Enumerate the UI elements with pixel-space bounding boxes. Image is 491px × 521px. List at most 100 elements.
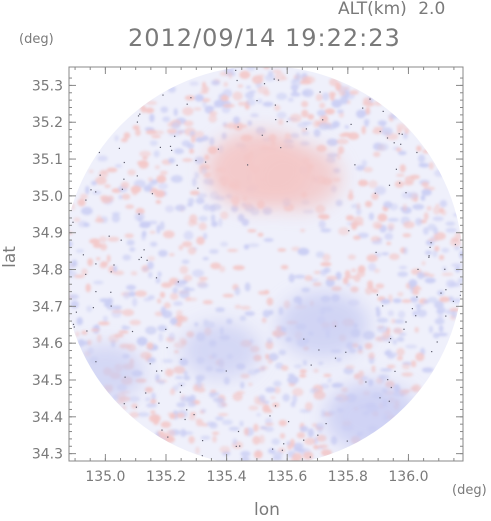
noise-dot [317, 434, 319, 436]
speckle-positive [96, 334, 102, 343]
speckle-positive [375, 283, 385, 289]
speckle-negative [93, 280, 104, 285]
noise-dot [167, 436, 169, 438]
noise-dot [440, 292, 442, 294]
speckle-positive [331, 286, 342, 292]
speckle-negative [182, 431, 194, 435]
speckle-negative [111, 213, 120, 223]
speckle-negative [239, 420, 244, 427]
noise-dot [376, 294, 378, 296]
speckle-positive [363, 166, 373, 173]
speckle-negative [282, 393, 290, 402]
noise-dot [202, 440, 204, 442]
speckle-positive [189, 214, 198, 224]
speckle-positive [92, 242, 103, 248]
noise-dot [190, 97, 192, 99]
speckle-positive [106, 167, 118, 173]
speckle-positive [239, 70, 251, 79]
speckle-positive [404, 127, 410, 135]
noise-dot [405, 321, 407, 323]
speckle-negative [418, 154, 426, 163]
speckle-positive [266, 297, 274, 306]
speckle-negative [290, 84, 299, 91]
noise-dot [166, 347, 168, 349]
noise-dot [118, 147, 120, 149]
speckle-negative [451, 310, 458, 319]
speckle-positive [150, 410, 156, 415]
speckle-positive [223, 82, 229, 87]
speckle-negative [71, 259, 78, 267]
speckle-positive [434, 245, 440, 252]
speckle-positive [373, 151, 381, 157]
speckle-positive [386, 364, 396, 369]
noise-dot [72, 323, 75, 325]
speckle-positive [155, 199, 162, 204]
noise-dot [374, 192, 376, 194]
speckle-negative [432, 216, 444, 222]
noise-dot [334, 357, 337, 359]
speckle-positive [247, 229, 257, 233]
speckle-positive [152, 130, 165, 135]
noise-dot [75, 311, 77, 313]
noise-dot [171, 149, 173, 151]
speckle-positive [302, 451, 314, 460]
noise-dot [165, 328, 167, 330]
speckle-positive [100, 169, 109, 175]
speckle-negative [290, 401, 296, 408]
speckle-negative [376, 325, 389, 333]
speckle-negative [183, 370, 188, 376]
speckle-positive [341, 86, 350, 90]
speckle-positive [159, 433, 171, 439]
speckle-negative [158, 249, 168, 257]
speckle-positive [289, 113, 302, 123]
speckle-negative [121, 325, 128, 330]
noise-dot [398, 133, 400, 135]
noise-dot [459, 294, 461, 296]
speckle-positive [101, 196, 112, 204]
speckle-negative [276, 92, 288, 100]
speckle-negative [356, 109, 366, 119]
noise-dot [369, 98, 371, 100]
speckle-negative [387, 218, 399, 222]
speckle-positive [165, 368, 174, 377]
speckle-positive [422, 149, 431, 154]
x-tick-label: 135.0 [85, 469, 125, 485]
speckle-negative [392, 298, 402, 304]
speckle-positive [279, 433, 286, 439]
speckle-positive [253, 423, 259, 432]
speckle-negative [118, 194, 123, 200]
speckle-positive [252, 435, 261, 445]
noise-dot [388, 341, 390, 343]
speckle-positive [366, 254, 378, 262]
speckle-positive [265, 422, 274, 426]
speckle-positive [318, 444, 329, 449]
speckle-negative [424, 250, 432, 256]
speckle-negative [264, 74, 276, 82]
noise-dot [237, 126, 239, 128]
speckle-positive [344, 275, 355, 279]
noise-dot [113, 264, 115, 266]
speckle-positive [435, 203, 440, 207]
speckle-positive [313, 390, 326, 400]
speckle-positive [323, 373, 332, 378]
speckle-negative [387, 352, 398, 357]
speckle-negative [200, 435, 211, 440]
speckle-negative [157, 325, 167, 332]
speckle-negative [381, 252, 390, 256]
noise-dot [85, 273, 87, 275]
noise-dot [431, 351, 433, 353]
speckle-negative [424, 277, 436, 284]
speckle-negative [377, 120, 387, 126]
speckle-negative [258, 394, 266, 403]
speckle-positive [449, 308, 460, 312]
speckle-positive [329, 78, 339, 87]
noise-dot [180, 384, 183, 387]
speckle-positive [69, 231, 73, 236]
speckle-positive [363, 97, 372, 103]
speckle-positive [347, 193, 354, 201]
speckle-negative [315, 251, 325, 258]
speckle-negative [126, 284, 136, 291]
speckle-positive [299, 80, 312, 85]
speckle-negative [408, 191, 419, 199]
speckle-negative [307, 428, 314, 438]
